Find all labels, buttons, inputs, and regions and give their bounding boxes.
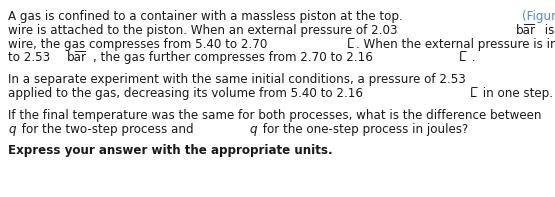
Text: q: q <box>8 123 16 136</box>
Text: In a separate experiment with the same initial conditions, a pressure of 2.53: In a separate experiment with the same i… <box>8 73 470 86</box>
Text: L̅: L̅ <box>471 87 477 100</box>
Text: Express your answer with the appropriate units.: Express your answer with the appropriate… <box>8 144 332 157</box>
Text: ba̅r̅: ba̅r̅ <box>67 51 87 64</box>
Text: applied to the gas, decreasing its volume from 5.40 to 2.16: applied to the gas, decreasing its volum… <box>8 87 367 100</box>
Text: to 2.53: to 2.53 <box>8 51 54 64</box>
Text: , the gas further compresses from 2.70 to 2.16: , the gas further compresses from 2.70 t… <box>93 51 377 64</box>
Text: L̅: L̅ <box>459 51 466 64</box>
Text: L̅: L̅ <box>347 38 354 51</box>
Text: ba̅r̅: ba̅r̅ <box>516 24 536 37</box>
Text: for the two-step process and: for the two-step process and <box>18 123 197 136</box>
Text: is applied to the: is applied to the <box>541 24 555 37</box>
Text: . When the external pressure is increased: . When the external pressure is increase… <box>356 38 555 51</box>
Text: If the final temperature was the same for both processes, what is the difference: If the final temperature was the same fo… <box>8 109 542 122</box>
Text: (Figure 2): (Figure 2) <box>522 10 555 23</box>
Text: .: . <box>467 51 475 64</box>
Text: A gas is confined to a container with a massless piston at the top.: A gas is confined to a container with a … <box>8 10 406 23</box>
Text: wire, the gas compresses from 5.40 to 2.70: wire, the gas compresses from 5.40 to 2.… <box>8 38 271 51</box>
Text: q: q <box>249 123 256 136</box>
Text: wire is attached to the piston. When an external pressure of 2.03: wire is attached to the piston. When an … <box>8 24 401 37</box>
Text: in one step.: in one step. <box>480 87 553 100</box>
Text: for the one-step process in joules?: for the one-step process in joules? <box>259 123 468 136</box>
